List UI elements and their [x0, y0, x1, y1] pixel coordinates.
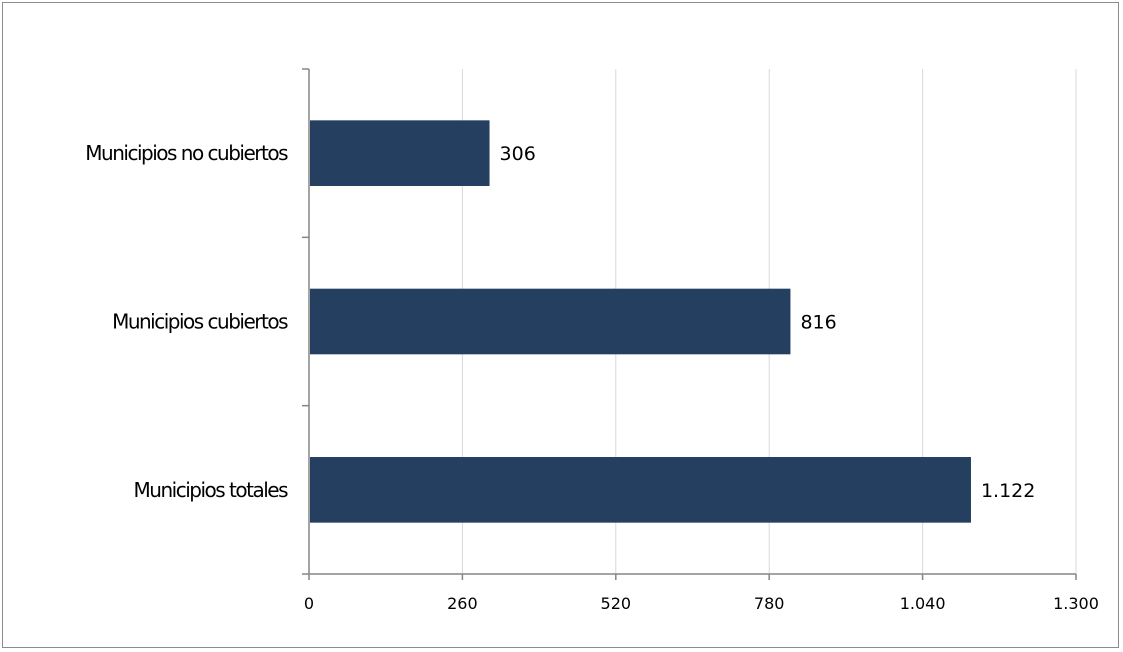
data-label: 306	[500, 143, 536, 165]
data-label: 1.122	[981, 480, 1035, 502]
bar[interactable]	[310, 457, 971, 523]
bar[interactable]	[310, 288, 791, 355]
category-label: Municipios cubiertos	[112, 310, 288, 334]
x-tick-label: 780	[754, 594, 785, 613]
x-tick-label: 1.300	[1053, 594, 1099, 613]
x-tick-label: 260	[447, 594, 478, 613]
x-tick-label: 520	[601, 594, 632, 613]
x-tick-label: 0	[304, 594, 314, 613]
category-label: Municipios no cubiertos	[85, 141, 288, 165]
x-tick-label: 1.040	[900, 594, 946, 613]
bar[interactable]	[310, 120, 490, 186]
category-label: Municipios totales	[134, 478, 289, 502]
bar-chart: 0 260 520 780 1.040 1.300 Municipios no cubier…	[85, 68, 1099, 613]
data-label: 816	[800, 312, 836, 334]
